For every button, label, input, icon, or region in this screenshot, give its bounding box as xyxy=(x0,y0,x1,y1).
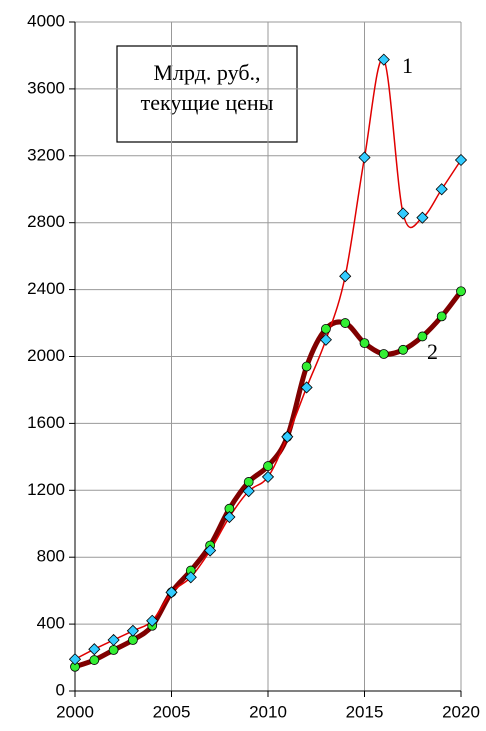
marker xyxy=(319,333,332,346)
marker xyxy=(263,461,273,471)
annotation-box xyxy=(116,45,298,143)
y-tick-label: 1200 xyxy=(27,480,65,499)
series-label: 2 xyxy=(427,339,438,364)
marker xyxy=(378,349,389,359)
marker xyxy=(68,653,82,666)
marker xyxy=(126,624,139,637)
marker xyxy=(358,151,371,164)
y-tick-label: 2800 xyxy=(27,212,65,231)
x-tick-label: 2015 xyxy=(346,702,384,721)
marker xyxy=(435,183,448,196)
series-line xyxy=(74,58,462,660)
y-tick-label: 800 xyxy=(37,547,65,566)
marker xyxy=(108,645,119,655)
y-tick-label: 3600 xyxy=(27,78,65,97)
y-tick-label: 2400 xyxy=(27,279,65,298)
marker xyxy=(397,207,410,220)
marker xyxy=(300,381,313,394)
marker xyxy=(359,338,370,349)
series-label: 1 xyxy=(402,53,413,78)
x-tick-label: 2020 xyxy=(442,702,480,721)
annotation-line: Млрд. руб., xyxy=(153,60,260,85)
y-tick-label: 1600 xyxy=(27,413,65,432)
marker xyxy=(454,153,468,167)
marker xyxy=(89,655,100,665)
x-tick-label: 2005 xyxy=(153,702,191,721)
marker xyxy=(456,286,466,297)
y-tick-label: 0 xyxy=(56,680,65,699)
y-tick-label: 2000 xyxy=(27,346,65,365)
marker xyxy=(242,485,255,498)
marker xyxy=(416,211,429,224)
annotation-line: текущие цены xyxy=(141,90,274,115)
y-tick-label: 3200 xyxy=(27,145,65,164)
marker xyxy=(281,430,294,443)
x-tick-label: 2010 xyxy=(249,702,287,721)
marker xyxy=(377,53,390,66)
marker xyxy=(261,470,275,483)
marker xyxy=(301,361,312,372)
marker xyxy=(436,311,447,322)
y-tick-label: 4000 xyxy=(27,11,65,30)
marker xyxy=(223,510,236,524)
marker xyxy=(340,318,351,328)
marker xyxy=(146,614,159,627)
marker xyxy=(184,571,197,584)
y-tick-label: 400 xyxy=(37,614,65,633)
marker xyxy=(398,344,409,355)
marker xyxy=(204,544,217,557)
marker xyxy=(417,331,428,342)
marker xyxy=(88,643,101,656)
marker xyxy=(165,586,178,599)
marker xyxy=(339,270,352,283)
marker xyxy=(107,633,120,647)
x-tick-label: 2000 xyxy=(56,702,94,721)
marker xyxy=(320,324,331,334)
